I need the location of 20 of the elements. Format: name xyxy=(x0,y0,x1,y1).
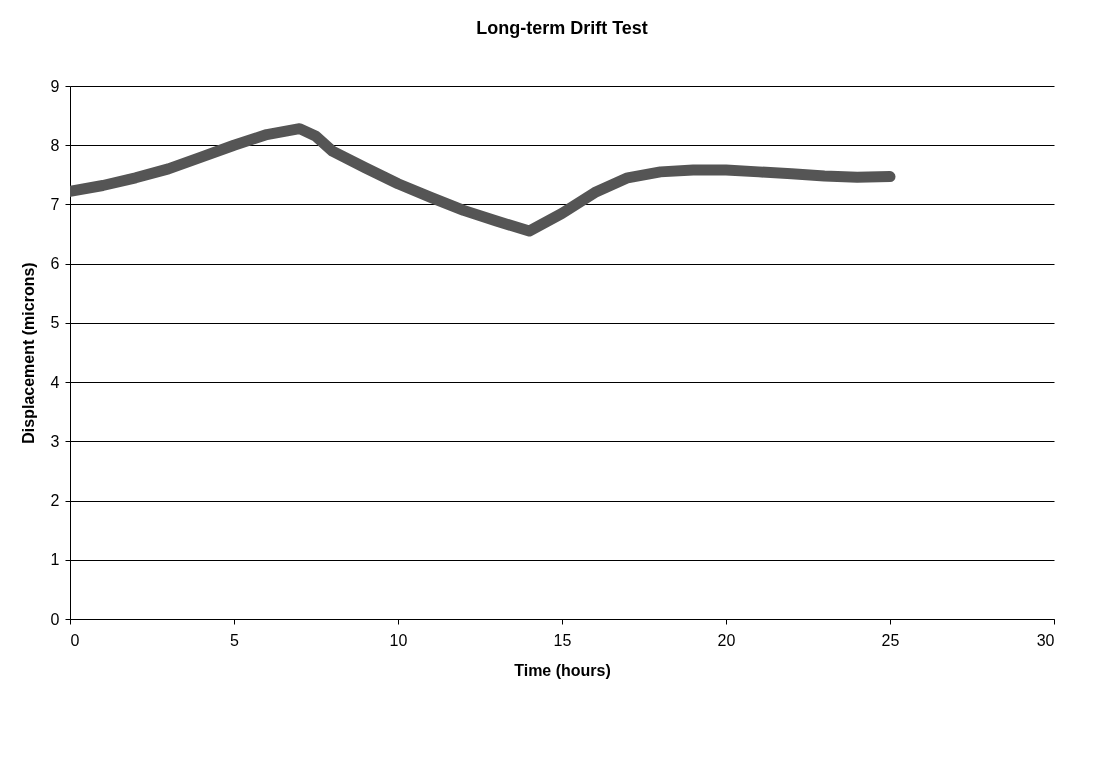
y-tick-label: 4 xyxy=(50,373,60,391)
x-axis-title: Time (hours) xyxy=(514,661,611,679)
y-tick-label: 1 xyxy=(50,551,60,569)
x-tick-label: 10 xyxy=(389,631,408,649)
y-tick-label: 0 xyxy=(50,610,60,628)
chart-title: Long-term Drift Test xyxy=(476,18,648,38)
y-tick-label: 8 xyxy=(50,136,60,154)
y-tick-label: 2 xyxy=(50,492,60,510)
y-axis-title: Displacement (microns) xyxy=(19,262,37,444)
x-tick-label: 20 xyxy=(717,631,736,649)
y-tick-label: 5 xyxy=(50,314,60,332)
x-tick-label: 5 xyxy=(230,631,240,649)
x-tick-label: 30 xyxy=(1036,631,1055,649)
x-tick-label: 15 xyxy=(553,631,572,649)
x-tick-label: 25 xyxy=(881,631,900,649)
y-tick-label: 3 xyxy=(50,432,60,450)
y-tick-label: 6 xyxy=(50,255,60,273)
y-tick-label: 7 xyxy=(50,195,60,213)
x-tick-label: 0 xyxy=(70,631,80,649)
y-tick-label: 9 xyxy=(50,77,60,95)
